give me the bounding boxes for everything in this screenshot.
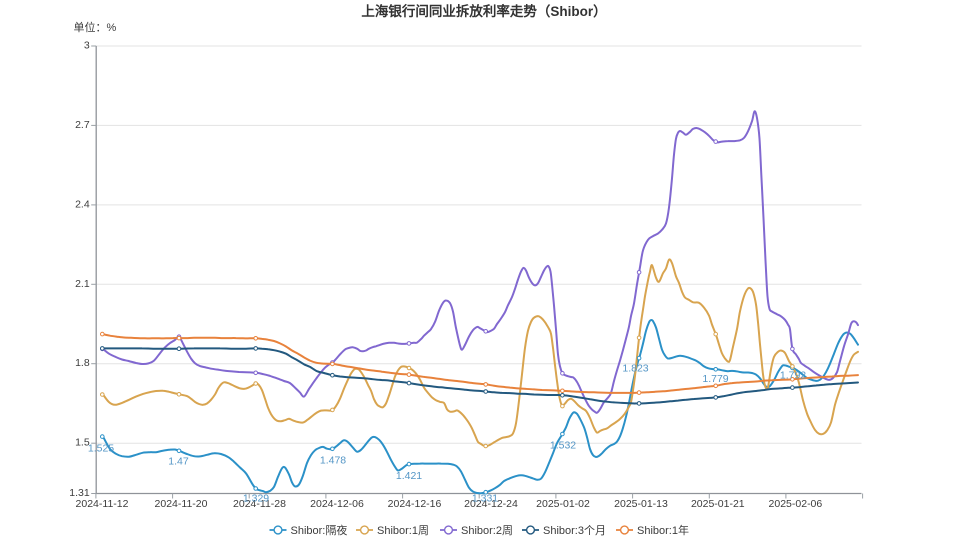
svg-text:2.1: 2.1 (75, 278, 90, 290)
svg-text:1.31: 1.31 (69, 487, 90, 499)
svg-text:Shibor:隔夜: Shibor:隔夜 (291, 523, 348, 537)
svg-text:Shibor:1周: Shibor:1周 (377, 524, 429, 537)
svg-text:1.779: 1.779 (702, 373, 728, 385)
svg-text:1.792: 1.792 (780, 370, 806, 382)
svg-text:Shibor:3个月: Shibor:3个月 (543, 524, 606, 537)
svg-text:1.421: 1.421 (396, 470, 422, 482)
svg-text:Shibor:2周: Shibor:2周 (461, 524, 513, 537)
svg-text:1.5: 1.5 (75, 437, 90, 449)
svg-text:1.532: 1.532 (550, 440, 576, 452)
svg-text:2024-11-20: 2024-11-20 (155, 498, 208, 510)
svg-text:1.8: 1.8 (75, 357, 90, 369)
svg-text:2024-12-06: 2024-12-06 (310, 498, 364, 510)
svg-text:2024-11-28: 2024-11-28 (233, 498, 286, 510)
svg-text:2024-12-16: 2024-12-16 (388, 498, 442, 510)
svg-text:1.823: 1.823 (622, 363, 648, 375)
svg-text:2025-02-06: 2025-02-06 (769, 498, 823, 510)
svg-text:Shibor:1年: Shibor:1年 (637, 523, 689, 537)
svg-text:1.331: 1.331 (472, 493, 498, 505)
svg-text:2025-01-21: 2025-01-21 (691, 498, 745, 510)
svg-text:2025-01-13: 2025-01-13 (614, 498, 668, 510)
svg-text:3: 3 (84, 40, 90, 52)
svg-text:1.47: 1.47 (168, 456, 189, 468)
svg-text:1.329: 1.329 (243, 493, 269, 505)
svg-text:1.525: 1.525 (88, 443, 114, 455)
svg-text:2.7: 2.7 (75, 119, 90, 131)
svg-text:2025-01-02: 2025-01-02 (536, 498, 590, 510)
svg-text:2.4: 2.4 (75, 198, 90, 210)
svg-text:1.478: 1.478 (320, 455, 346, 467)
svg-text:2024-11-12: 2024-11-12 (76, 498, 129, 510)
svg-text:单位：%: 单位：% (74, 20, 117, 34)
svg-text:上海银行间同业拆放利率走势（Shibor）: 上海银行间同业拆放利率走势（Shibor） (361, 3, 606, 19)
svg-text:2024-12-24: 2024-12-24 (464, 498, 518, 510)
